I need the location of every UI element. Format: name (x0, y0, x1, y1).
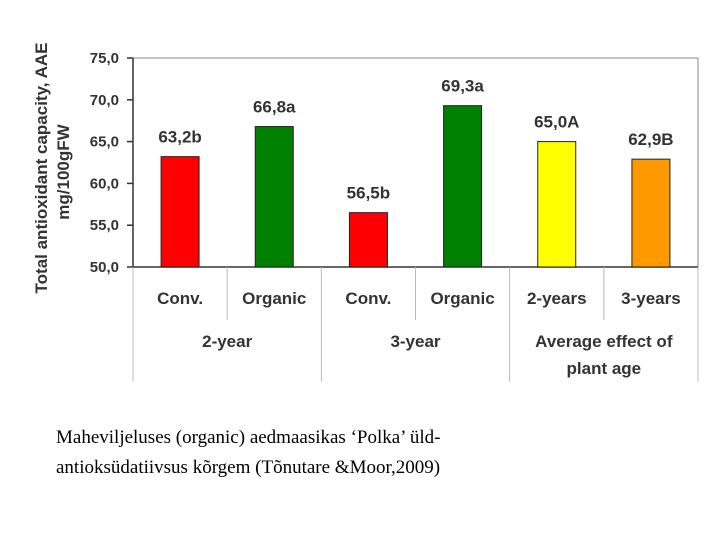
bar (631, 158, 671, 268)
category-label: 2-years (527, 289, 587, 308)
y-axis-label-line2: mg/100gFW (54, 123, 73, 219)
category-table: Conv. Organic Conv. Organic 2-years 3-years 2-… (132, 267, 699, 382)
bar-value-label: 69,3a (441, 77, 484, 96)
category-label: 3-years (621, 289, 681, 308)
bar (537, 141, 577, 268)
category-label: Organic (242, 289, 306, 308)
group-label: plant age (567, 359, 642, 378)
y-tick-label: 55,0 (90, 217, 119, 234)
plot-area (132, 57, 699, 268)
y-tick-label: 60,0 (90, 175, 119, 192)
bar (254, 126, 294, 268)
bar-value-label: 63,2b (158, 128, 201, 147)
bar (160, 156, 200, 268)
category-label: Organic (430, 289, 494, 308)
bar (443, 105, 483, 268)
y-axis-label-line1: Total antioxidant capacity, AAE (32, 43, 51, 294)
bars (160, 105, 671, 268)
group-label: Average effect of (535, 332, 673, 351)
y-tick-label: 50,0 (90, 259, 119, 276)
category-label: Conv. (345, 289, 391, 308)
antioxidant-chart: Total antioxidant capacity, AAE mg/100gF… (32, 43, 699, 382)
category-label: Conv. (157, 289, 203, 308)
y-tick-label: 70,0 (90, 92, 119, 109)
group-label: 3-year (390, 332, 440, 351)
bar-value-label: 65,0A (534, 113, 579, 132)
data-labels: 63,2b 66,8a 56,5b 69,3a 65,0A 62,9B (158, 77, 673, 203)
bar-value-label: 66,8a (253, 98, 296, 117)
group-label: 2-year (202, 332, 252, 351)
bar (348, 212, 388, 268)
bar-value-label: 56,5b (347, 184, 390, 203)
caption-line2: antioksüdatiivsus kõrgem (Tõnutare &Moor… (56, 457, 441, 478)
y-tick-label: 75,0 (90, 50, 119, 67)
bar-value-label: 62,9B (628, 130, 673, 149)
caption-line1: Maheviljeluses (organic) aedmaasikas ‘Po… (56, 427, 441, 448)
caption: Maheviljeluses (organic) aedmaasikas ‘Po… (56, 423, 676, 483)
y-tick-label: 65,0 (90, 134, 119, 151)
